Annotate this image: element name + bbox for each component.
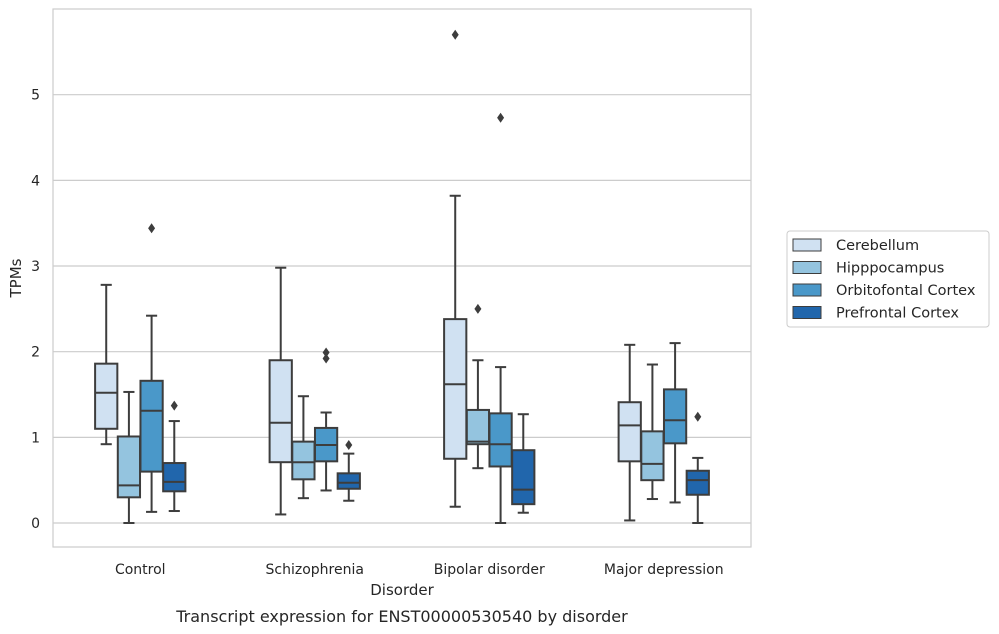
x-tick-label: Bipolar disorder	[434, 562, 545, 578]
box-body	[662, 388, 688, 445]
x-tick-label: Schizophrenia	[266, 562, 364, 578]
box-0-1	[116, 390, 142, 525]
box-3-1	[640, 363, 665, 501]
box-0-0	[94, 283, 119, 446]
chart-caption: Transcript expression for ENST0000053054…	[175, 607, 628, 626]
legend-label: Cerebellum	[836, 238, 919, 254]
box-body	[268, 359, 293, 464]
legend: Cerebellum Hipppocampus Orbitofontal Corte…	[786, 230, 990, 328]
x-tick-label: Control	[115, 562, 166, 578]
box-body	[139, 379, 164, 473]
legend-label: Hipppocampus	[836, 261, 944, 277]
legend-item: Prefrontal Cortex	[792, 306, 959, 322]
outlier-point	[474, 303, 482, 314]
legend-item: Hipppocampus	[792, 261, 944, 277]
outlier-point	[497, 112, 505, 123]
y-tick-label: 1	[31, 430, 40, 446]
legend-swatch	[792, 238, 822, 252]
box-body	[443, 318, 468, 460]
x-axis-title: Disorder	[370, 581, 434, 599]
box-body	[465, 408, 491, 446]
outlier-point	[345, 440, 353, 451]
box-body	[291, 440, 316, 481]
y-tick-label: 3	[31, 259, 40, 275]
box-3-2	[662, 342, 688, 504]
box-2-3	[511, 413, 536, 514]
box-1-2	[313, 347, 339, 492]
box-body	[488, 412, 513, 468]
box-body	[336, 472, 361, 490]
plot-frame	[52, 8, 752, 548]
box-0-3	[162, 400, 187, 513]
box-2-2	[488, 112, 513, 525]
outlier-point	[694, 411, 702, 422]
y-axis-title: TPMs	[7, 258, 25, 298]
legend-swatch	[792, 261, 822, 274]
box-1-3	[336, 440, 361, 502]
box-body	[116, 435, 142, 499]
box-3-3	[685, 411, 710, 525]
legend-label: Prefrontal Cortex	[836, 306, 959, 322]
outlier-point	[322, 353, 330, 364]
gridlines	[53, 94, 751, 524]
box-body	[640, 430, 665, 482]
x-tick-labels: Control Schizophrenia Bipolar disorder Majo…	[115, 562, 724, 578]
y-tick-label: 5	[31, 88, 40, 104]
legend-label: Orbitofontal Cortex	[836, 283, 976, 299]
legend-frame	[786, 230, 990, 328]
boxes	[94, 29, 710, 525]
y-tick-label: 4	[31, 173, 40, 189]
legend-swatch	[792, 283, 822, 297]
y-tick-label: 0	[31, 516, 40, 532]
legend-item: Cerebellum	[792, 238, 919, 254]
outlier-point	[170, 400, 178, 411]
outlier-point	[148, 223, 156, 234]
box-body	[511, 449, 536, 506]
box-body	[162, 462, 187, 493]
box-body	[617, 401, 642, 463]
legend-item: Orbitofontal Cortex	[792, 283, 976, 299]
x-tick-label: Major depression	[604, 562, 724, 578]
box-2-0	[443, 29, 468, 508]
box-body	[94, 362, 119, 430]
box-1-0	[268, 266, 293, 516]
y-tick-labels: 0 1 2 3 4 5	[31, 88, 40, 532]
y-tick-label: 2	[31, 345, 40, 361]
box-body	[685, 469, 710, 496]
outlier-point	[322, 347, 330, 358]
box-0-2	[139, 223, 164, 513]
legend-swatch	[792, 306, 822, 319]
outlier-point	[451, 29, 459, 40]
